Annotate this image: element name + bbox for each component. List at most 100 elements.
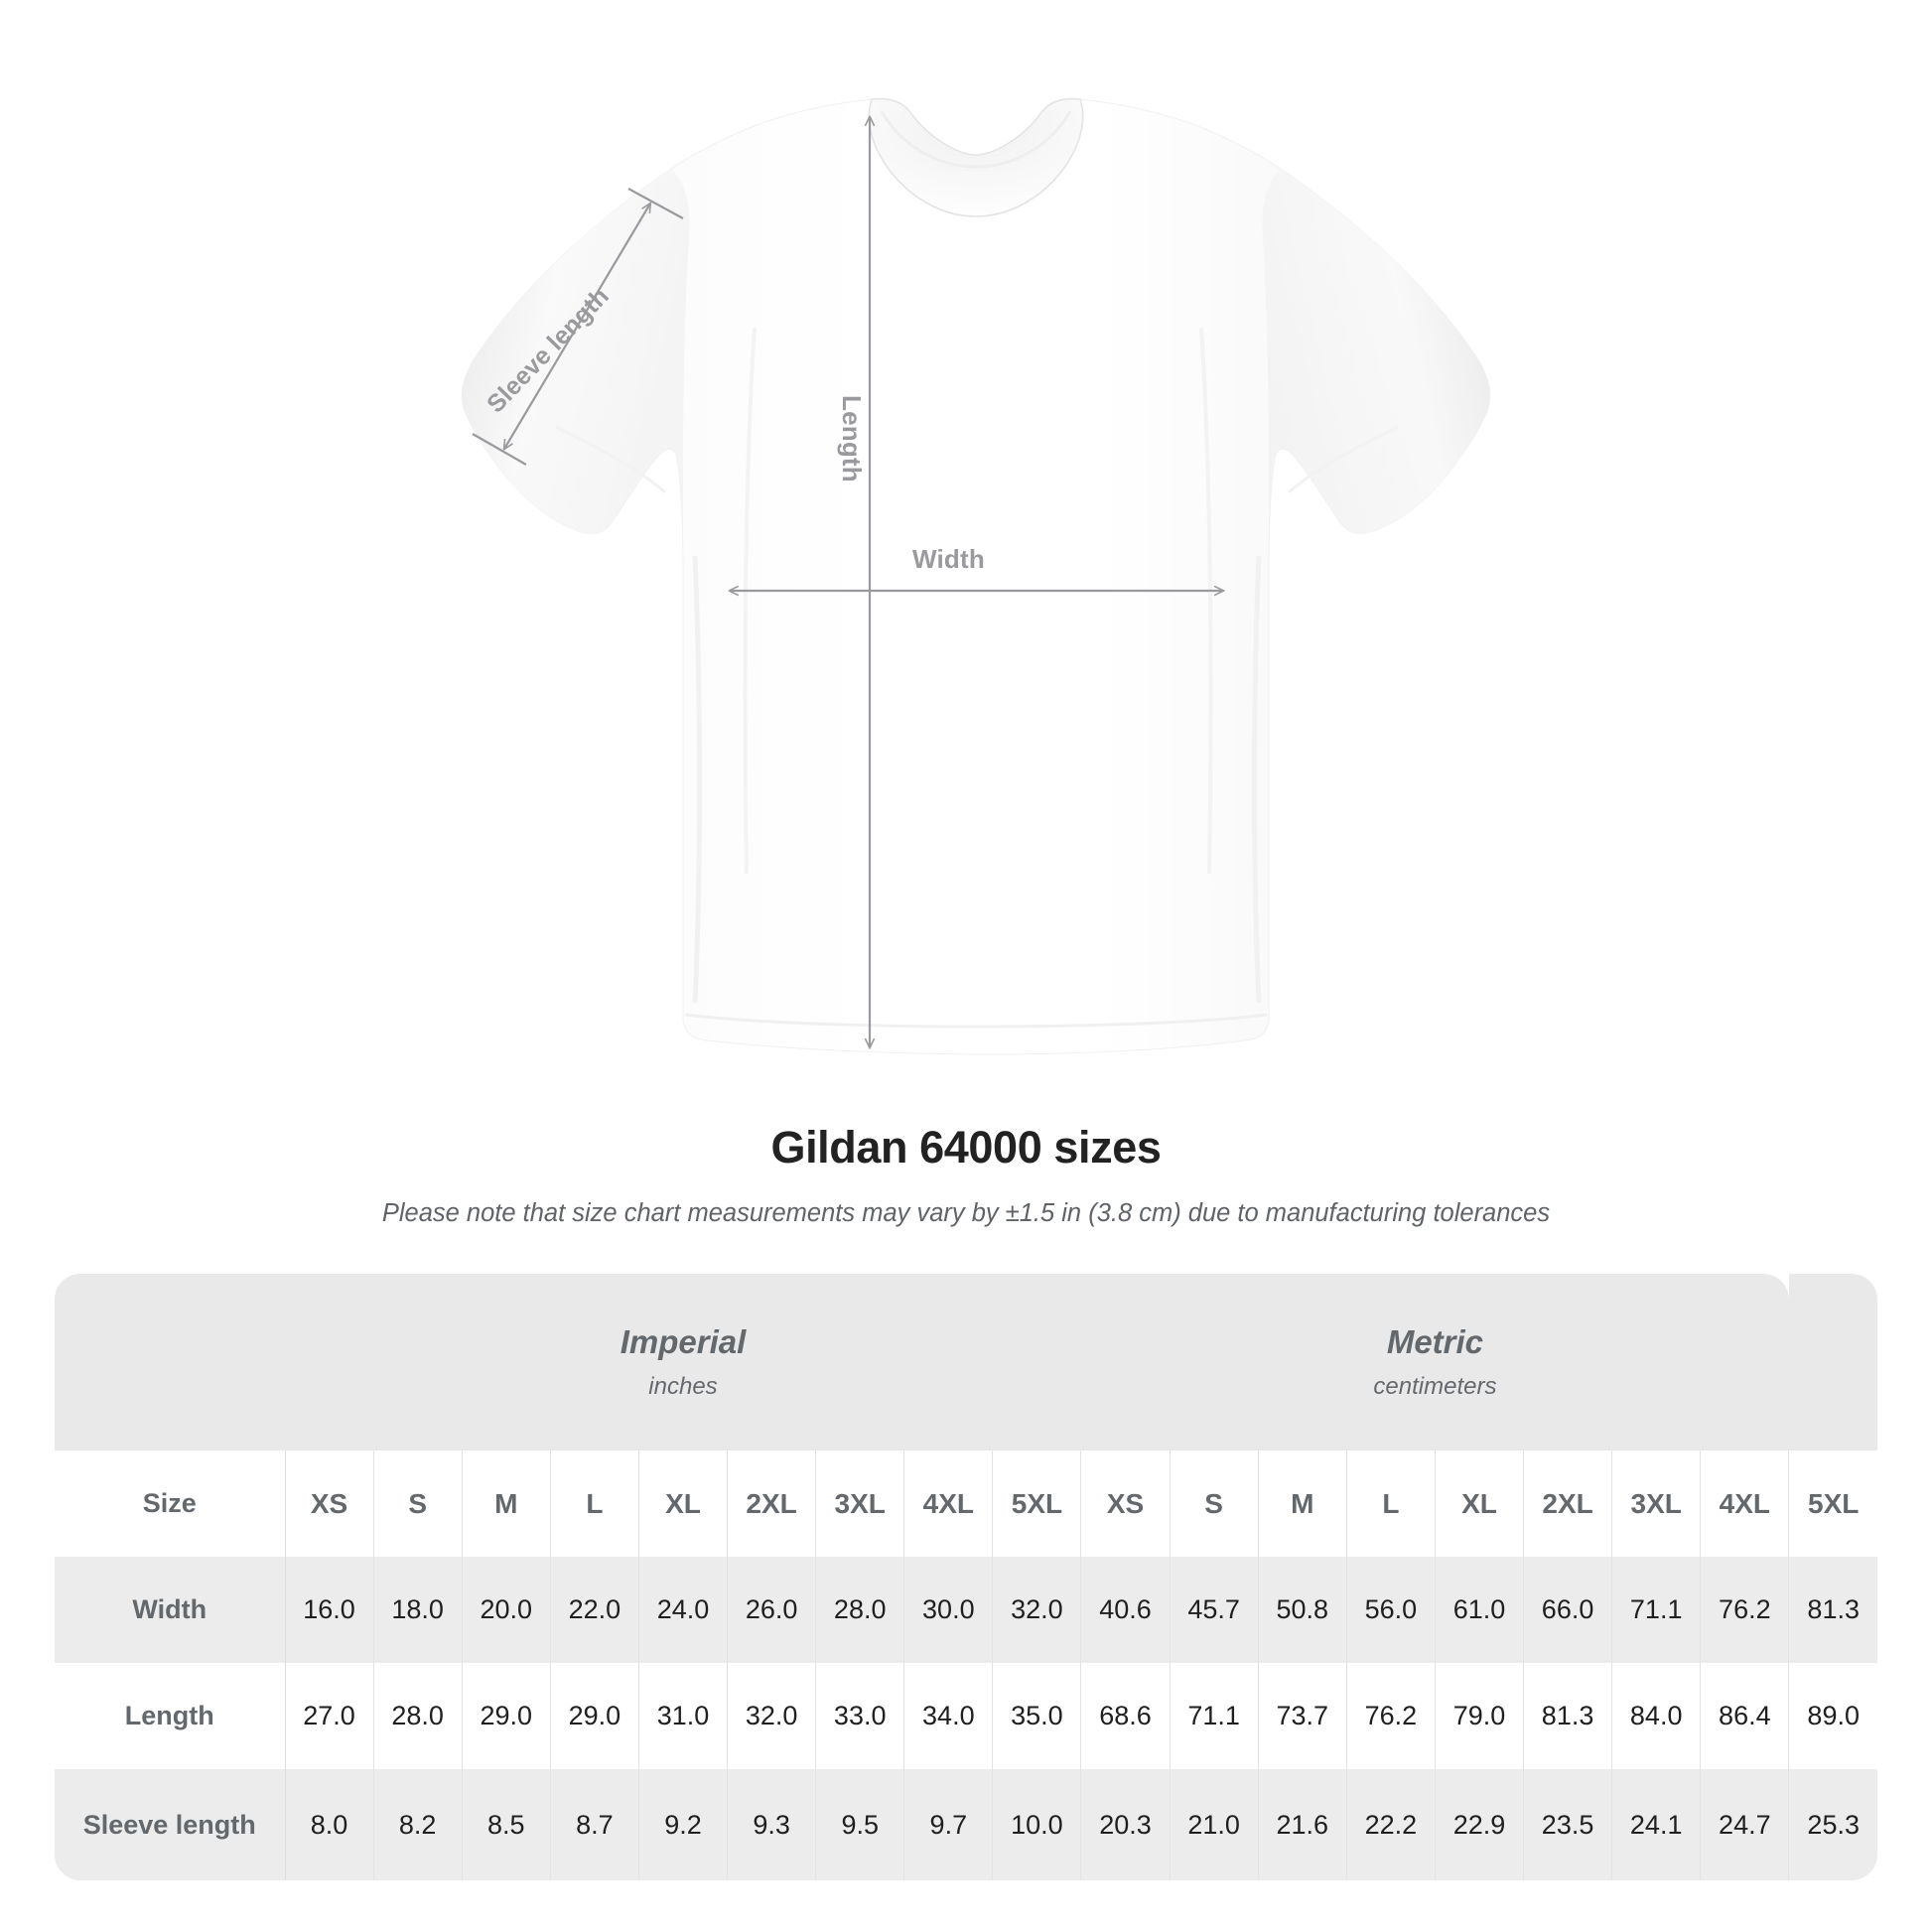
size-cell: XS (1080, 1450, 1171, 1557)
value-cell: 35.0 (992, 1663, 1082, 1769)
value-cell: 89.0 (1788, 1663, 1878, 1769)
value-cell: 22.2 (1346, 1769, 1436, 1880)
size-cell: 3XL (1611, 1450, 1702, 1557)
value-cell: 71.1 (1170, 1663, 1259, 1769)
value-cell: 56.0 (1346, 1557, 1436, 1663)
size-cell: 2XL (727, 1450, 817, 1557)
length-dimension-label: Length (837, 395, 867, 483)
value-cell: 24.7 (1700, 1769, 1790, 1880)
value-cell: 81.3 (1523, 1663, 1613, 1769)
unit-header-metric-end (1788, 1274, 1878, 1450)
value-cell: 9.7 (903, 1769, 994, 1880)
value-cell: 24.1 (1611, 1769, 1702, 1880)
size-cell: L (550, 1450, 639, 1557)
unit-header-row: Imperial inches Metric centimeters (55, 1274, 1878, 1450)
value-cell: 20.0 (462, 1557, 551, 1663)
value-cell: 34.0 (903, 1663, 994, 1769)
size-chart-table-wrapper: Imperial inches Metric centimeters Size … (55, 1274, 1878, 1880)
unit-sub-imperial: inches (648, 1372, 718, 1400)
sleeve-arrow (504, 204, 650, 449)
size-cell: M (462, 1450, 551, 1557)
value-cell: 66.0 (1523, 1557, 1613, 1663)
size-cell: 5XL (1788, 1450, 1878, 1557)
value-cell: 73.7 (1258, 1663, 1347, 1769)
unit-name-metric: Metric (1386, 1323, 1484, 1361)
size-cell: XL (638, 1450, 729, 1557)
size-cell: M (1258, 1450, 1347, 1557)
value-cell: 84.0 (1611, 1663, 1702, 1769)
value-cell: 26.0 (727, 1557, 817, 1663)
page-title: Gildan 64000 sizes (770, 1122, 1162, 1173)
value-cell: 28.0 (373, 1663, 463, 1769)
value-cell: 76.2 (1700, 1557, 1790, 1663)
value-cell: 22.0 (550, 1557, 639, 1663)
tolerance-note: Please note that size chart measurements… (381, 1199, 1551, 1228)
value-cell: 45.7 (1170, 1557, 1259, 1663)
value-cell: 25.3 (1788, 1769, 1878, 1880)
value-cell: 9.2 (638, 1769, 729, 1880)
value-cell: 32.0 (992, 1557, 1082, 1663)
value-cell: 24.0 (638, 1557, 729, 1663)
value-cell: 10.0 (992, 1769, 1082, 1880)
size-cell: XS (285, 1450, 374, 1557)
sleeve-tick-top (627, 188, 684, 219)
unit-header-imperial: Imperial inches (285, 1274, 1081, 1450)
unit-sub-metric: centimeters (1373, 1372, 1497, 1400)
value-cell: 29.0 (462, 1663, 551, 1769)
size-cell: 2XL (1523, 1450, 1613, 1557)
value-cell: 86.4 (1700, 1663, 1790, 1769)
value-cell: 81.3 (1788, 1557, 1878, 1663)
value-cell: 29.0 (550, 1663, 639, 1769)
value-cell: 18.0 (373, 1557, 463, 1663)
unit-header-spacer (55, 1274, 285, 1450)
row-header-size: Size (55, 1450, 286, 1557)
value-cell: 68.6 (1080, 1663, 1171, 1769)
size-cell: 4XL (903, 1450, 994, 1557)
table-row-length: Length 27.0 28.0 29.0 29.0 31.0 32.0 33.… (55, 1663, 1878, 1769)
size-cell: L (1346, 1450, 1436, 1557)
value-cell: 79.0 (1435, 1663, 1525, 1769)
value-cell: 76.2 (1346, 1663, 1436, 1769)
value-cell: 31.0 (638, 1663, 729, 1769)
row-header-width: Width (55, 1557, 286, 1663)
value-cell: 32.0 (727, 1663, 817, 1769)
unit-header-metric: Metric centimeters (1080, 1274, 1789, 1450)
size-cell: 4XL (1700, 1450, 1790, 1557)
value-cell: 20.3 (1080, 1769, 1171, 1880)
tshirt-illustration (461, 97, 1491, 1055)
value-cell: 71.1 (1611, 1557, 1702, 1663)
size-cell: 3XL (815, 1450, 905, 1557)
value-cell: 8.7 (550, 1769, 639, 1880)
row-header-length: Length (55, 1663, 286, 1769)
value-cell: 21.0 (1170, 1769, 1259, 1880)
value-cell: 50.8 (1258, 1557, 1347, 1663)
value-cell: 27.0 (285, 1663, 374, 1769)
chart-heading-block: Gildan 64000 sizes Please note that size… (0, 1120, 1932, 1230)
row-header-sleeve-length: Sleeve length (55, 1769, 286, 1880)
size-cell: XL (1435, 1450, 1525, 1557)
unit-name-imperial: Imperial (620, 1323, 747, 1361)
value-cell: 22.9 (1435, 1769, 1525, 1880)
value-cell: 9.3 (727, 1769, 817, 1880)
size-cell: S (373, 1450, 463, 1557)
value-cell: 21.6 (1258, 1769, 1347, 1880)
value-cell: 40.6 (1080, 1557, 1171, 1663)
table-row-width: Width 16.0 18.0 20.0 22.0 24.0 26.0 28.0… (55, 1557, 1878, 1663)
value-cell: 23.5 (1523, 1769, 1613, 1880)
measurement-lines (472, 117, 1223, 1047)
width-dimension-label: Width (912, 544, 985, 574)
value-cell: 30.0 (903, 1557, 994, 1663)
size-chart-table: Imperial inches Metric centimeters Size … (55, 1274, 1878, 1880)
size-cell: 5XL (992, 1450, 1082, 1557)
value-cell: 16.0 (285, 1557, 374, 1663)
size-cell: S (1170, 1450, 1259, 1557)
tshirt-diagram: Width Length Sleeve length (461, 97, 1491, 1055)
shirt-shape (461, 97, 1491, 1055)
value-cell: 8.2 (373, 1769, 463, 1880)
table-row-sleeve-length: Sleeve length 8.0 8.2 8.5 8.7 9.2 9.3 9.… (55, 1769, 1878, 1880)
value-cell: 61.0 (1435, 1557, 1525, 1663)
value-cell: 8.0 (285, 1769, 374, 1880)
sleeve-tick-bottom (472, 433, 527, 466)
value-cell: 28.0 (815, 1557, 905, 1663)
table-row-size: Size XS S M L XL 2XL 3XL 4XL 5XL XS S M … (55, 1450, 1878, 1557)
